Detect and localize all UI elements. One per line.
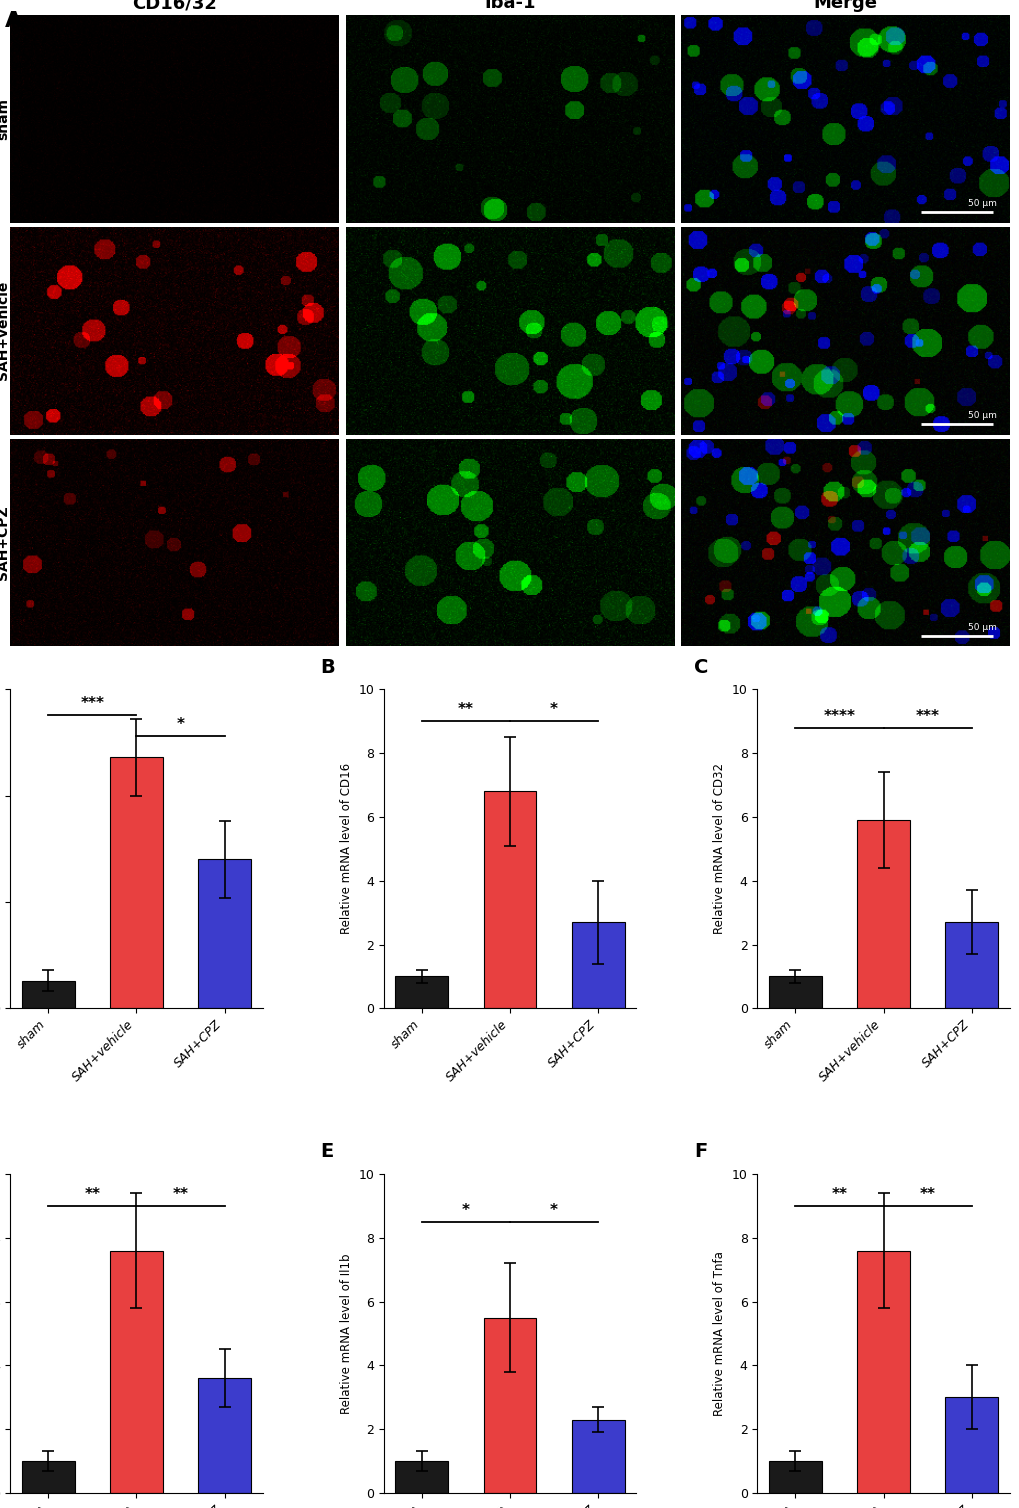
Bar xyxy=(395,1461,447,1493)
Bar xyxy=(572,923,624,1009)
Y-axis label: SAH+CPZ: SAH+CPZ xyxy=(0,505,10,581)
Bar xyxy=(21,1461,74,1493)
Text: *: * xyxy=(176,718,184,733)
Bar xyxy=(945,923,998,1009)
Text: **: ** xyxy=(85,1187,100,1202)
Title: Iba-1: Iba-1 xyxy=(484,0,535,12)
Bar xyxy=(198,1378,251,1493)
Text: *: * xyxy=(462,1203,470,1218)
Title: CD16/32: CD16/32 xyxy=(132,0,217,12)
Bar xyxy=(395,976,447,1009)
Y-axis label: Relative mRNA level of Il1b: Relative mRNA level of Il1b xyxy=(339,1253,353,1413)
Y-axis label: Relative mRNA level of CD32: Relative mRNA level of CD32 xyxy=(712,763,726,935)
Bar xyxy=(21,980,74,1009)
Bar xyxy=(768,976,821,1009)
Text: 50 μm: 50 μm xyxy=(967,199,996,208)
Text: ***: *** xyxy=(81,697,104,712)
Bar xyxy=(572,1419,624,1493)
Bar xyxy=(483,792,536,1009)
Text: 50 μm: 50 μm xyxy=(967,412,996,421)
Text: **: ** xyxy=(458,703,474,718)
Text: 50 μm: 50 μm xyxy=(967,623,996,632)
Text: F: F xyxy=(694,1142,707,1161)
Text: ***: *** xyxy=(915,709,938,724)
Y-axis label: Relative mRNA level of CD16: Relative mRNA level of CD16 xyxy=(339,763,353,935)
Text: **: ** xyxy=(830,1187,847,1202)
Text: *: * xyxy=(549,703,557,718)
Bar xyxy=(483,1318,536,1493)
Bar xyxy=(856,820,909,1009)
Text: B: B xyxy=(320,657,335,677)
Y-axis label: sham: sham xyxy=(0,98,10,140)
Text: *: * xyxy=(549,1203,557,1218)
Text: ****: **** xyxy=(822,709,855,724)
Bar xyxy=(198,860,251,1009)
Text: A: A xyxy=(5,11,22,30)
Text: **: ** xyxy=(172,1187,189,1202)
Y-axis label: Relative mRNA level of Tnfa: Relative mRNA level of Tnfa xyxy=(712,1252,726,1416)
Bar xyxy=(945,1398,998,1493)
Text: **: ** xyxy=(919,1187,934,1202)
Bar xyxy=(856,1250,909,1493)
Bar xyxy=(110,757,163,1009)
Title: Merge: Merge xyxy=(812,0,876,12)
Text: E: E xyxy=(320,1142,333,1161)
Bar xyxy=(768,1461,821,1493)
Y-axis label: SAH+vehicle: SAH+vehicle xyxy=(0,280,10,380)
Text: C: C xyxy=(694,657,708,677)
Bar xyxy=(110,1250,163,1493)
